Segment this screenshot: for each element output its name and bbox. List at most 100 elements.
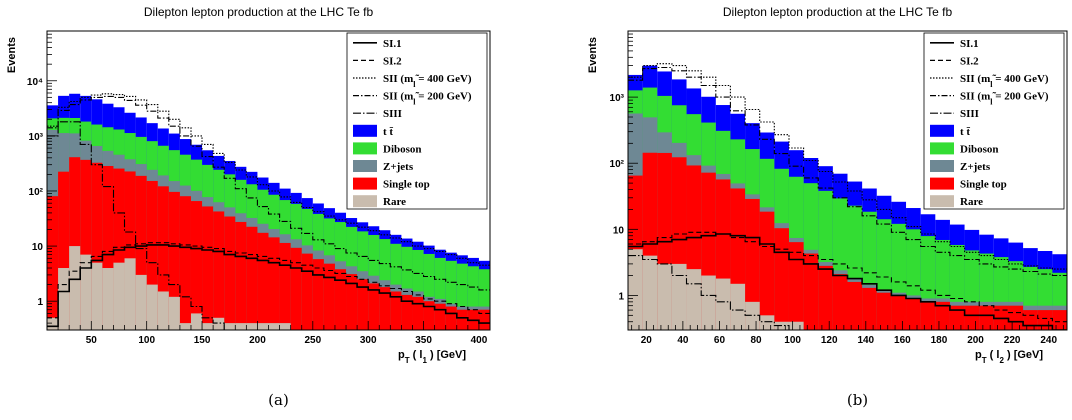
bar xyxy=(235,221,247,330)
plot-area xyxy=(628,63,1067,330)
y-tick-label: 10³ xyxy=(610,93,625,104)
x-tick-label: 200 xyxy=(967,335,984,346)
bar xyxy=(445,260,457,330)
legend: SI.1 SI.2 SII (ml̃ = 400 GeV) SII (ml̃ = 20… xyxy=(923,32,1065,210)
legend-label: SII (ml̃ = 400 GeV) xyxy=(960,73,1049,89)
x-tick-label: 400 xyxy=(471,335,488,346)
bar xyxy=(47,196,59,330)
x-tick-label: 180 xyxy=(931,335,948,346)
signal-si-1 xyxy=(47,244,490,328)
chart-title: Dilepton lepton production at the LHC Te… xyxy=(723,5,953,19)
panel-caption: (a) xyxy=(268,391,289,409)
bar xyxy=(964,305,980,330)
x-tick-label: 200 xyxy=(249,335,266,346)
bar xyxy=(412,249,424,330)
bar xyxy=(346,274,358,330)
signal-si-2 xyxy=(47,242,490,319)
bar xyxy=(246,323,258,330)
legend-label: Diboson xyxy=(960,143,999,155)
bar xyxy=(135,175,147,330)
bar xyxy=(434,257,446,330)
x-tick-label: 100 xyxy=(784,335,801,346)
panel-a: 50 100 150 200 250 300 350 400 1 10 10² 10³ 10⁴ Dilep… xyxy=(6,5,491,409)
bar xyxy=(290,247,302,330)
x-tick-label: 100 xyxy=(138,335,155,346)
bar xyxy=(91,262,103,330)
bar xyxy=(774,228,789,330)
bar xyxy=(334,269,347,330)
bar xyxy=(279,242,291,330)
bar xyxy=(47,317,59,330)
legend-swatch xyxy=(930,160,954,172)
bar xyxy=(224,216,236,330)
legend-label: SII (ml̃ = 400 GeV) xyxy=(383,73,472,89)
bar xyxy=(135,274,147,330)
y-tick-label: 1 xyxy=(618,291,624,302)
bar xyxy=(235,323,247,330)
bar xyxy=(671,263,687,330)
x-tick-label: 300 xyxy=(360,335,377,346)
x-tick-label: 240 xyxy=(1040,335,1057,346)
x-tick-label: 120 xyxy=(821,335,838,346)
bar xyxy=(642,255,658,330)
x-tick-label: 350 xyxy=(415,335,432,346)
legend-label: SI.2 xyxy=(383,55,402,67)
y-tick-label: 10 xyxy=(613,225,625,236)
bar xyxy=(423,301,435,330)
legend-label: t t̄ xyxy=(383,126,393,138)
bar xyxy=(401,246,413,330)
bar xyxy=(628,249,643,330)
series-rare xyxy=(628,249,804,330)
legend-label: Single top xyxy=(383,179,430,191)
legend-swatch xyxy=(353,195,377,208)
bar xyxy=(246,226,258,330)
bar xyxy=(445,306,457,330)
chart-title: Dilepton lepton production at the LHC Te… xyxy=(144,5,374,19)
bar xyxy=(657,263,672,330)
legend-label: Diboson xyxy=(383,143,422,155)
plot-area xyxy=(47,93,490,330)
bar xyxy=(876,292,892,330)
bar xyxy=(862,287,877,330)
legend-swatch xyxy=(930,177,954,190)
legend-label: SI.2 xyxy=(960,55,979,67)
bar xyxy=(701,275,716,330)
x-tick-label: 50 xyxy=(86,335,98,346)
bar xyxy=(379,287,391,330)
y-tick-label: 10⁴ xyxy=(27,77,43,88)
x-axis-label: pT ( l2 ) [GeV] xyxy=(975,349,1043,365)
legend-label: SI.1 xyxy=(383,38,402,50)
x-tick-label: 150 xyxy=(194,335,211,346)
x-tick-label: 250 xyxy=(304,335,321,346)
bar xyxy=(102,268,114,330)
bar xyxy=(920,301,936,330)
bar xyxy=(80,254,92,330)
legend-swatch xyxy=(353,177,377,190)
bar xyxy=(891,295,907,330)
bar xyxy=(301,253,313,330)
bar xyxy=(257,232,269,330)
bar xyxy=(179,323,191,330)
bar xyxy=(715,278,731,330)
bar xyxy=(58,171,70,330)
bar xyxy=(759,315,775,330)
bar xyxy=(412,296,424,330)
bar xyxy=(390,291,402,330)
bar xyxy=(268,323,280,330)
bar xyxy=(58,268,70,330)
signal-si-2 xyxy=(628,231,1067,323)
bar xyxy=(730,283,746,330)
bar xyxy=(368,283,380,330)
bar xyxy=(467,266,479,330)
bar xyxy=(434,303,446,330)
legend-label: Single top xyxy=(960,179,1007,191)
y-tick-label: 10² xyxy=(610,159,625,170)
signal-siii xyxy=(47,121,490,330)
x-tick-label: 80 xyxy=(750,335,762,346)
signal-sii-m-l-400-gev- xyxy=(628,63,1067,270)
bar xyxy=(213,317,225,330)
bar xyxy=(157,291,169,330)
x-tick-label: 160 xyxy=(894,335,911,346)
bar xyxy=(102,165,114,330)
